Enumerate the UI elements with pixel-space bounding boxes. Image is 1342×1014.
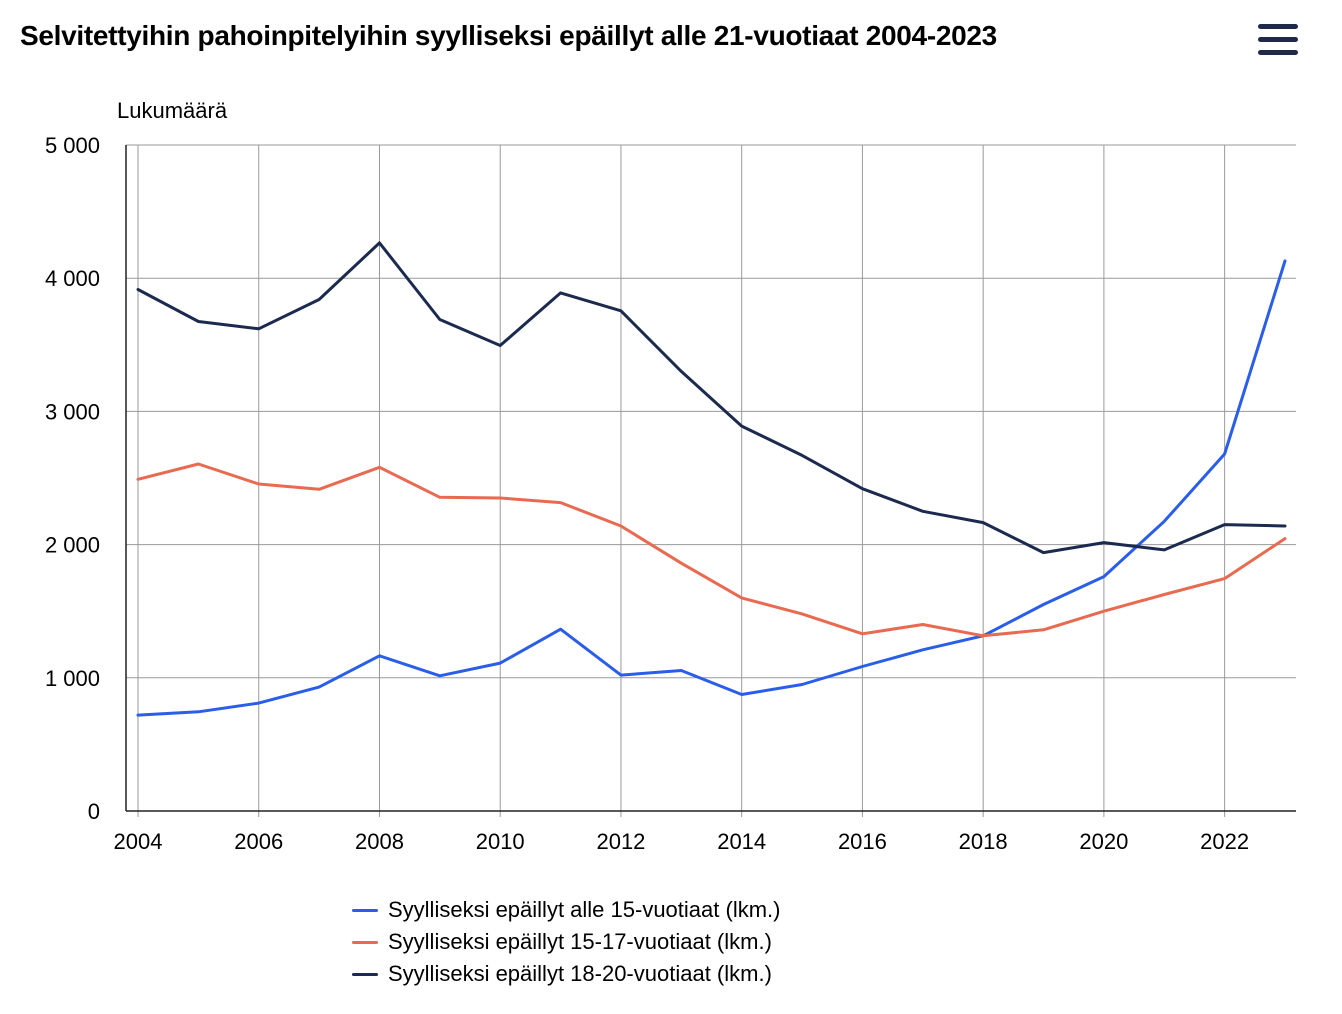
line-chart: Lukumäärä 0 1 000 2 000 3 000 4 000 5 000 2004…: [45, 98, 1296, 854]
legend-label: Syylliseksi epäillyt 15-17-vuotiaat (lkm…: [388, 929, 772, 954]
legend-item[interactable]: Syylliseksi epäillyt 18-20-vuotiaat (lkm…: [352, 958, 780, 990]
x-tick-label: 2006: [234, 829, 283, 854]
x-tick-label: 2014: [717, 829, 766, 854]
x-tick-label: 2010: [476, 829, 525, 854]
y-tick-label: 4 000: [45, 266, 100, 291]
chart-legend: Syylliseksi epäillyt alle 15-vuotiaat (l…: [352, 894, 780, 990]
grid-layer: [126, 144, 1296, 817]
y-tick-label: 5 000: [45, 133, 100, 158]
x-tick-label: 2004: [114, 829, 163, 854]
y-tick-label: 0: [88, 799, 100, 824]
y-axis-title: Lukumäärä: [117, 98, 228, 123]
legend-item[interactable]: Syylliseksi epäillyt alle 15-vuotiaat (l…: [352, 894, 780, 926]
x-tick-label: 2008: [355, 829, 404, 854]
tick-layer: 0 1 000 2 000 3 000 4 000 5 000 2004 2006 2008 20…: [45, 133, 1249, 854]
legend-label: Syylliseksi epäillyt alle 15-vuotiaat (l…: [388, 897, 781, 922]
hamburger-menu-icon[interactable]: [1252, 20, 1304, 60]
legend-swatch: [352, 908, 378, 912]
legend-item[interactable]: Syylliseksi epäillyt 15-17-vuotiaat (lkm…: [352, 926, 780, 958]
legend-label: Syylliseksi epäillyt 18-20-vuotiaat (lkm…: [388, 961, 772, 986]
x-tick-label: 2022: [1200, 829, 1249, 854]
y-tick-label: 2 000: [45, 533, 100, 558]
series-line-1[interactable]: [136, 259, 1287, 717]
series-line-3[interactable]: [136, 241, 1287, 555]
series-line-2[interactable]: [136, 462, 1287, 638]
x-tick-label: 2012: [596, 829, 645, 854]
x-tick-label: 2020: [1079, 829, 1128, 854]
axis-layer: [125, 145, 1296, 812]
legend-swatch: [352, 940, 378, 944]
y-tick-label: 3 000: [45, 399, 100, 424]
chart-title: Selvitettyihin pahoinpitelyihin syyllise…: [20, 20, 997, 51]
x-tick-label: 2016: [838, 829, 887, 854]
legend-swatch: [352, 972, 378, 976]
series-layer: [136, 241, 1287, 717]
y-tick-label: 1 000: [45, 666, 100, 691]
x-tick-label: 2018: [959, 829, 1008, 854]
